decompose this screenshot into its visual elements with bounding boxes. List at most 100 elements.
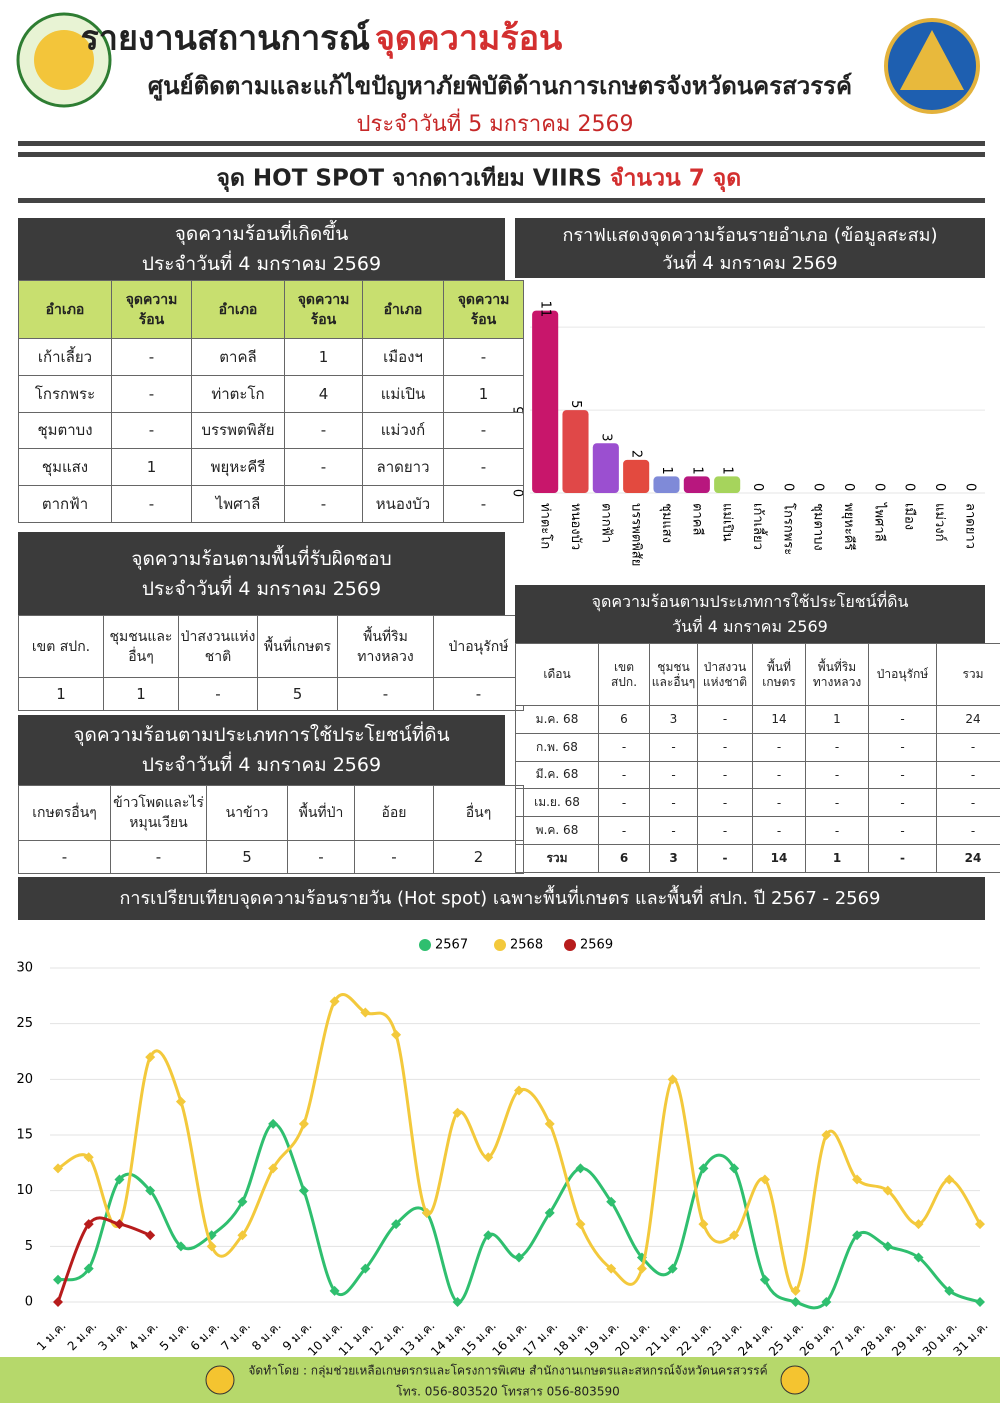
header-row: อำเภอ จุดความร้อน อำเภอ จุดความร้อน อำเภอ จุด… xyxy=(18,280,524,339)
data-point xyxy=(329,996,340,1007)
table-cell: พ.ค. 68 xyxy=(515,816,599,845)
report-title: รายงานสถานการณ์ xyxy=(81,19,370,59)
table-cell: 1 xyxy=(111,448,192,487)
y-tick-label: 5 xyxy=(25,1239,33,1254)
x-tick-label: 4 ม.ค. xyxy=(126,1319,161,1354)
x-tick-label: ลาดยาว xyxy=(962,503,977,549)
table-cell: 24 xyxy=(936,705,1000,734)
panel-title-line: วันที่ 4 มกราคม 2569 xyxy=(672,617,828,636)
table-cell: - xyxy=(697,760,753,790)
table-cell: - xyxy=(868,816,937,845)
table-cell: ลาดยาว xyxy=(362,448,444,487)
table-cell: - xyxy=(752,732,806,762)
table-cell: 14 xyxy=(752,705,806,734)
table-cell: แม่วงก์ xyxy=(362,411,444,450)
table-cell: - xyxy=(697,816,753,845)
data-point xyxy=(329,1285,340,1296)
panel-title-line: ประจำวันที่ 4 มกราคม 2569 xyxy=(141,253,382,275)
table-cell: - xyxy=(178,677,258,711)
table-cell: ม.ค. 68 xyxy=(515,705,599,734)
table-cell: 14 xyxy=(752,843,806,873)
data-point xyxy=(83,1263,94,1274)
data-point xyxy=(483,1230,494,1241)
panel-title-line: จุดความร้อนที่เกิดขึ้น xyxy=(174,223,349,245)
table-cell: - xyxy=(287,840,355,874)
bar-chart-subtitle: วันที่ 4 มกราคม 2569 xyxy=(662,250,837,274)
x-tick-label: เมือง xyxy=(902,503,918,530)
table-cell: - xyxy=(649,788,698,818)
table-cell: - xyxy=(649,816,698,845)
column-header: ป่าสงวนแห่งชาติ xyxy=(178,615,258,678)
table-cell: - xyxy=(805,732,869,762)
column-header: จุดความร้อน xyxy=(111,280,192,339)
table-row: ชุมแสง 1 พยุหะคีรี - ลาดยาว - xyxy=(18,448,524,487)
data-point xyxy=(298,1118,309,1129)
table-cell: - xyxy=(868,760,937,790)
legend-swatch xyxy=(564,939,576,951)
table-cell: - xyxy=(649,760,698,790)
x-tick-label: ตาคลี xyxy=(689,503,705,535)
x-tick-label: 3 ม.ค. xyxy=(95,1319,130,1354)
footer-phone: โทร. 056-803520 โทรสาร 056-803590 xyxy=(396,1385,619,1399)
table-cell: ชุมตาบง xyxy=(18,411,112,450)
value-label: 1 xyxy=(659,466,674,474)
value-label: 0 xyxy=(932,483,947,491)
table-cell: หนองบัว xyxy=(362,485,444,523)
table-cell: 6 xyxy=(598,843,650,873)
table-cell: 1 xyxy=(284,338,363,376)
panel-title-line: ประจำวันที่ 4 มกราคม 2569 xyxy=(141,577,382,600)
table-cell: - xyxy=(805,816,869,845)
data-point xyxy=(575,1219,586,1230)
table-cell: ท่าตะโก xyxy=(191,374,285,413)
table-cell: เม.ย. 68 xyxy=(515,788,599,818)
table-cell: - xyxy=(752,760,806,790)
panel-title: จุดความร้อนตามพื้นที่รับผิดชอบประจำวันที… xyxy=(18,532,505,615)
table-cell: - xyxy=(697,843,753,873)
data-point xyxy=(913,1252,924,1263)
value-label: 1 xyxy=(720,466,735,474)
data-point xyxy=(882,1241,893,1252)
header-row: เดือน เขต สปก. ชุมชนและอื่นๆ ป่าสงวนแห่งชาต… xyxy=(515,643,1000,706)
table-cell: บรรพตพิสัย xyxy=(191,411,285,450)
data-point xyxy=(913,1219,924,1230)
x-tick-label: 2 ม.ค. xyxy=(65,1319,100,1354)
header-row: เขต สปก. ชุมชนและอื่นๆ ป่าสงวนแห่งชาติ พื้น… xyxy=(18,615,524,678)
x-tick-label: แม่วงก์ xyxy=(932,503,948,541)
table-cell: - xyxy=(936,816,1000,845)
x-tick-label: 5 ม.ค. xyxy=(157,1319,192,1354)
series-line xyxy=(57,1122,981,1310)
table-row: ตากฟ้า - ไพศาลี - หนองบัว - xyxy=(18,485,524,523)
table-cell: - xyxy=(284,485,363,523)
panel-title-line: จุดความร้อนตามพื้นที่รับผิดชอบ xyxy=(131,547,392,570)
table-cell: - xyxy=(598,732,650,762)
x-tick-label: ท่าตะโก xyxy=(538,503,554,549)
data-point xyxy=(360,1007,371,1018)
data-point xyxy=(759,1274,770,1285)
bar xyxy=(562,410,589,493)
legend-swatch xyxy=(419,939,431,951)
data-point xyxy=(145,1230,156,1241)
table-cell: - xyxy=(598,760,650,790)
bar xyxy=(592,443,619,493)
y-tick-label: 10 xyxy=(16,1183,33,1198)
column-header: ชุมชนและอื่นๆ xyxy=(649,643,698,706)
data-table: เขต สปก. ชุมชนและอื่นๆ ป่าสงวนแห่งชาติ พื้น… xyxy=(18,615,524,711)
value-label: 2 xyxy=(629,450,644,458)
table-cell: 1 xyxy=(18,677,104,711)
data-point xyxy=(114,1174,125,1185)
table-cell: - xyxy=(697,705,753,734)
data-point xyxy=(175,1241,186,1252)
data-point xyxy=(944,1285,955,1296)
legend-swatch xyxy=(494,939,506,951)
bee-icon xyxy=(780,1365,810,1395)
data-point xyxy=(544,1118,555,1129)
data-point xyxy=(606,1196,617,1207)
value-label: 11 xyxy=(538,301,553,318)
rule xyxy=(18,198,985,203)
value-label: 0 xyxy=(750,483,765,491)
table-cell: - xyxy=(805,760,869,790)
footer-credit: จัดทำโดย : กลุ่มช่วยเหลือเกษตรกรและโครงก… xyxy=(248,1364,767,1379)
column-header: พื้นที่ริมทางหลวง xyxy=(337,615,434,678)
table-cell: - xyxy=(868,705,937,734)
